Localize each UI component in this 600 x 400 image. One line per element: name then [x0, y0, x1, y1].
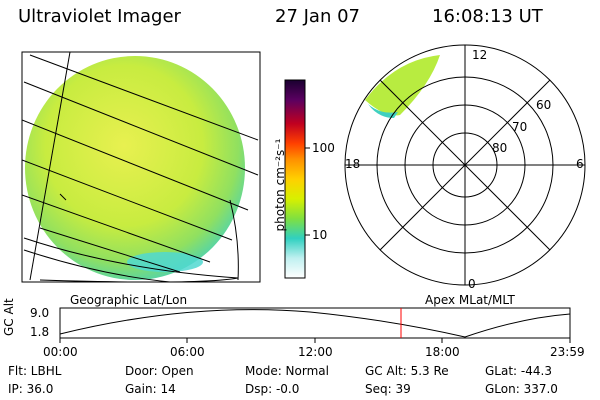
filter-info: Flt: LBHL: [8, 364, 62, 378]
x-tick-0600: 06:00: [170, 345, 205, 359]
seq-info: Seq: 39: [365, 382, 411, 396]
mlt-6-label: 6: [576, 157, 584, 171]
gain-info: Gain: 14: [125, 382, 176, 396]
mlt-0-label: 0: [468, 277, 476, 291]
altitude-axis-label: GC Alt: [2, 298, 16, 336]
lat-80-label: 80: [492, 141, 508, 155]
date-label: 27 Jan 07: [275, 6, 360, 27]
altitude-min: 1.8: [30, 325, 50, 339]
lat-60-label: 60: [536, 98, 552, 112]
mlt-18-label: 18: [345, 157, 361, 171]
x-tick-1200: 12:00: [298, 345, 333, 359]
ip-info: IP: 36.0: [8, 382, 54, 396]
right-panel-label: Apex MLat/MLT: [425, 293, 515, 307]
colorbar: [284, 79, 310, 279]
x-tick-1800: 18:00: [425, 345, 460, 359]
glat-info: GLat: -44.3: [485, 364, 552, 378]
time-label: 16:08:13 UT: [432, 6, 543, 27]
altitude-max: 9.0: [30, 306, 50, 320]
mode-info: Mode: Normal: [245, 364, 329, 378]
left-panel-label: Geographic Lat/Lon: [70, 293, 188, 307]
dsp-info: Dsp: -0.0: [245, 382, 300, 396]
x-tick-0000: 00:00: [43, 345, 78, 359]
x-tick-2359: 23:59: [550, 345, 585, 359]
colorbar-tick-100: 100: [312, 141, 335, 155]
door-info: Door: Open: [125, 364, 194, 378]
glon-info: GLon: 337.0: [485, 382, 558, 396]
lat-70-label: 70: [512, 120, 528, 134]
gc-alt-info: GC Alt: 5.3 Re: [365, 364, 449, 378]
instrument-title: Ultraviolet Imager: [18, 6, 181, 27]
mlt-12-label: 12: [472, 48, 488, 62]
colorbar-tick-10: 10: [312, 228, 328, 242]
